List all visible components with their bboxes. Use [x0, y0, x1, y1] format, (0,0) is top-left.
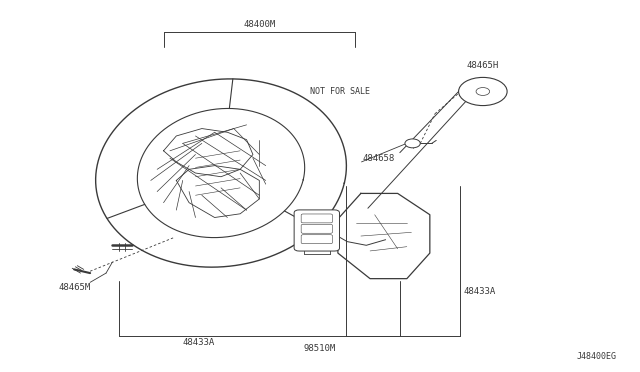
FancyBboxPatch shape [301, 235, 332, 244]
Circle shape [405, 139, 420, 148]
Circle shape [459, 77, 507, 106]
Circle shape [476, 87, 490, 96]
Text: 48433A: 48433A [464, 287, 496, 296]
Text: 48400M: 48400M [243, 20, 275, 29]
FancyBboxPatch shape [301, 214, 332, 223]
FancyBboxPatch shape [294, 210, 339, 251]
Text: 48433A: 48433A [182, 338, 215, 347]
Text: 98510M: 98510M [304, 344, 336, 353]
Text: 48465M: 48465M [58, 283, 90, 292]
Text: 48465H: 48465H [467, 61, 499, 70]
Text: 484658: 484658 [363, 154, 395, 163]
FancyBboxPatch shape [301, 224, 332, 233]
Text: J48400EG: J48400EG [577, 352, 617, 361]
Text: NOT FOR SALE: NOT FOR SALE [310, 87, 371, 96]
